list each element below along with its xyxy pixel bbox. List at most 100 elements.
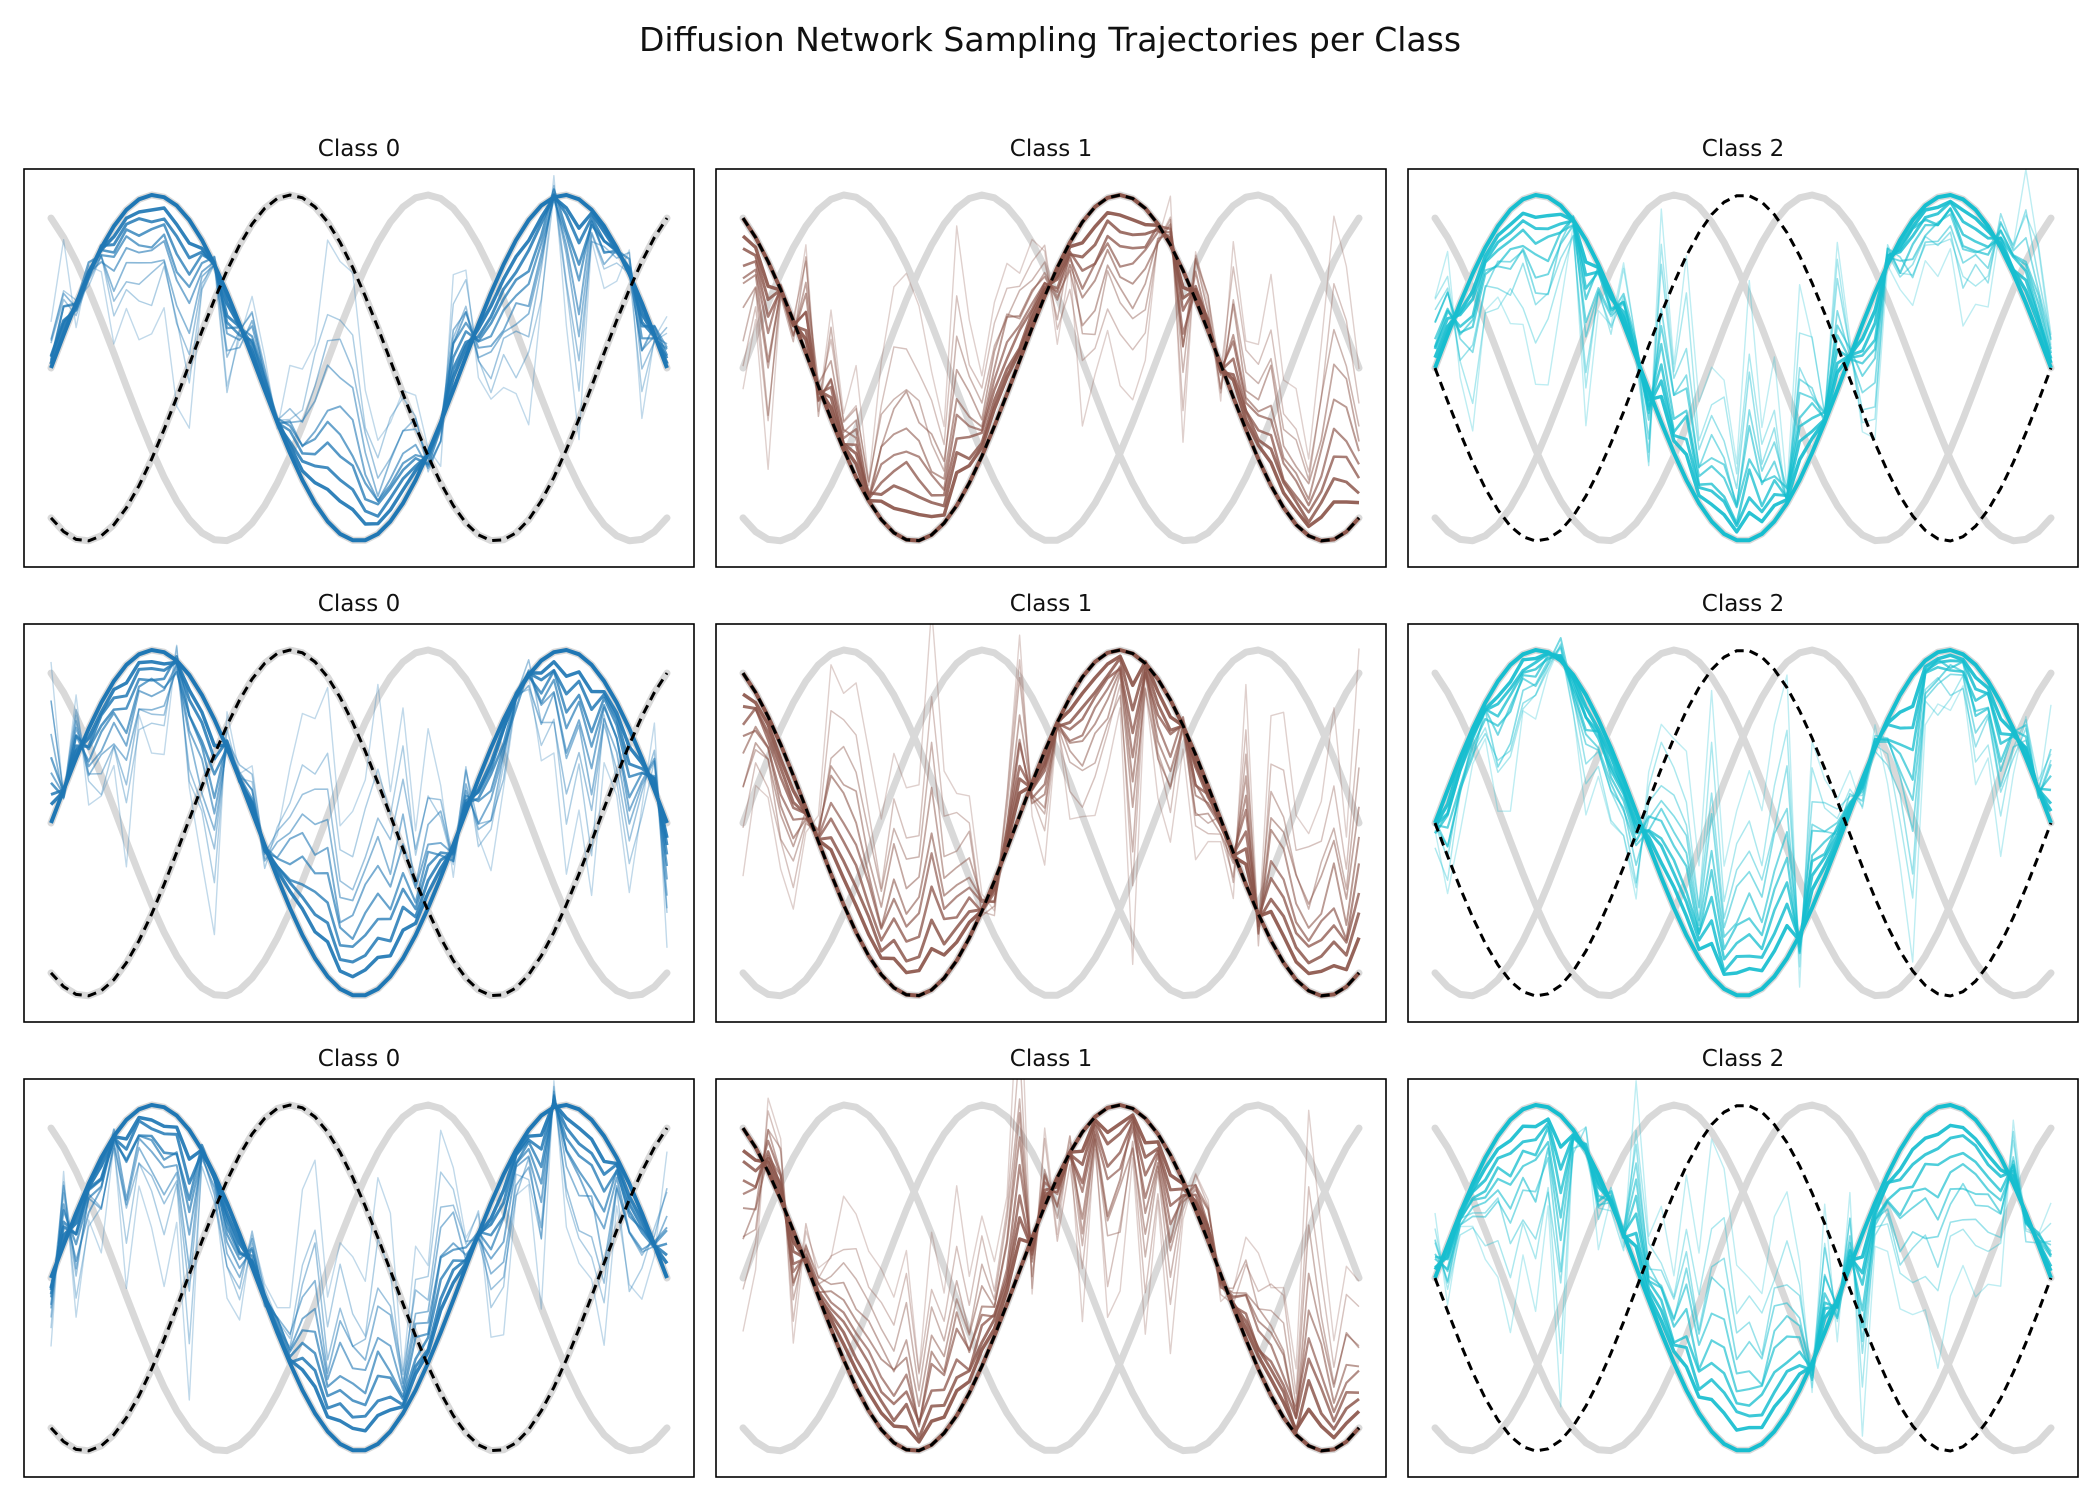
plot-area — [47, 1080, 671, 1455]
trajectory-step-0 — [1434, 644, 2052, 988]
trajectory-step-8 — [49, 659, 669, 979]
reference-curve-1 — [739, 1101, 1363, 1455]
trajectory-step-0 — [1434, 169, 2052, 490]
panel-title: Class 0 — [318, 591, 400, 617]
axes-frame — [23, 1078, 695, 1478]
reference-curve-0 — [739, 1101, 1363, 1454]
trajectory-step-9 — [1433, 648, 2053, 998]
trajectory-step-5 — [49, 197, 668, 502]
trajectory-step-5 — [49, 1095, 668, 1398]
trajectory-step-4 — [1434, 1138, 2052, 1386]
plot-area — [47, 644, 671, 1000]
panel-title: Class 2 — [1702, 1046, 1784, 1072]
trajectory-step-1 — [50, 644, 668, 913]
trajectory-step-3 — [1434, 646, 2052, 953]
trajectory-step-3 — [50, 193, 668, 498]
axes-frame — [715, 1078, 1387, 1478]
trajectory-step-8 — [1433, 651, 2053, 977]
trajectory-step-2 — [1434, 643, 2052, 953]
reference-curve-2 — [1431, 646, 2055, 1000]
panel-title: Class 1 — [1010, 1046, 1092, 1072]
trajectory-step-6 — [1433, 207, 2053, 525]
trajectory-step-0 — [50, 646, 668, 948]
trajectory-step-5 — [1434, 654, 2052, 955]
dashed-target-curve — [49, 1103, 669, 1453]
trajectory-step-2 — [1434, 1126, 2052, 1374]
trajectory-step-8 — [1433, 1117, 2053, 1432]
trajectory-step-2 — [742, 218, 1360, 483]
trajectory-step-8 — [49, 1101, 669, 1433]
trajectory-step-1 — [1434, 1129, 2052, 1389]
panel-title: Class 1 — [1010, 136, 1092, 162]
reference-curve-0 — [739, 191, 1363, 544]
trajectory-step-8 — [1433, 199, 2053, 534]
trajectory-step-7 — [1433, 652, 2053, 973]
trajectory-step-1 — [1434, 214, 2052, 507]
panel-0: Class 0 — [23, 136, 695, 568]
panel-title: Class 0 — [318, 136, 400, 162]
reference-curve-1 — [1431, 646, 2055, 1000]
plot-area — [1431, 169, 2055, 545]
axes-frame — [23, 623, 695, 1023]
trajectory-step-3 — [1434, 214, 2052, 508]
trajectory-step-7 — [49, 1100, 668, 1419]
trajectory-step-6 — [49, 1100, 668, 1407]
trajectory-step-1 — [50, 1085, 668, 1389]
panel-title: Class 1 — [1010, 591, 1092, 617]
panel-2: Class 2 — [1407, 136, 2079, 568]
panel-5: Class 2 — [1407, 591, 2079, 1023]
trajectory-step-9 — [49, 193, 669, 543]
trajectory-step-0 — [742, 1079, 1360, 1373]
dashed-target-curve — [741, 648, 1361, 998]
reference-curve-2 — [1431, 1101, 2055, 1455]
reference-curve-2 — [1431, 191, 2055, 545]
trajectory-step-6 — [1434, 1126, 2053, 1407]
plot-area — [1431, 1080, 2055, 1455]
plot-area — [739, 624, 1363, 1000]
trajectory-step-7 — [49, 193, 669, 518]
trajectory-step-0 — [50, 1080, 668, 1401]
reference-curve-0 — [739, 646, 1363, 999]
panel-4: Class 1 — [715, 591, 1387, 1023]
trajectory-step-3 — [1434, 1142, 2052, 1379]
dashed-target-curve — [1433, 194, 2053, 543]
panel-title: Class 0 — [318, 1046, 400, 1072]
trajectory-step-4 — [50, 663, 668, 924]
trajectory-step-9 — [1433, 193, 2053, 543]
panel-8: Class 2 — [1407, 1046, 2079, 1478]
panel-7: Class 1 — [715, 1046, 1387, 1478]
trajectory-step-9 — [49, 1103, 669, 1453]
trajectory-step-9 — [741, 1103, 1361, 1453]
dashed-target-curve — [49, 648, 669, 998]
trajectory-step-7 — [1434, 1122, 2053, 1418]
panel-title: Class 2 — [1702, 136, 1784, 162]
plot-area — [1431, 637, 2055, 1000]
trajectory-step-5 — [742, 665, 1361, 942]
trajectory-step-0 — [742, 195, 1360, 483]
figure-title: Diffusion Network Sampling Trajectories … — [638, 20, 1462, 59]
reference-curve-2 — [739, 1101, 1363, 1455]
panel-title: Class 2 — [1702, 591, 1784, 617]
trajectory-step-2 — [50, 184, 668, 479]
trajectory-step-2 — [50, 1095, 668, 1376]
trajectory-step-4 — [1434, 213, 2052, 506]
trajectory-step-0 — [50, 175, 668, 468]
dashed-target-curve — [741, 1103, 1361, 1453]
axes-frame — [23, 168, 695, 568]
dashed-target-curve — [1433, 649, 2053, 998]
trajectory-step-9 — [49, 648, 669, 998]
trajectory-step-3 — [50, 668, 668, 902]
plot-area — [47, 175, 671, 545]
trajectory-step-7 — [50, 660, 669, 964]
trajectory-step-6 — [50, 655, 669, 948]
dashed-target-curve — [1433, 1104, 2053, 1453]
panel-1: Class 1 — [715, 136, 1387, 568]
axes-frame — [1407, 168, 2079, 568]
trajectory-step-6 — [1433, 653, 2052, 961]
trajectory-step-5 — [1434, 1133, 2052, 1393]
trajectory-step-8 — [49, 195, 669, 526]
dashed-target-curve — [49, 193, 669, 543]
trajectory-step-2 — [1434, 209, 2052, 507]
